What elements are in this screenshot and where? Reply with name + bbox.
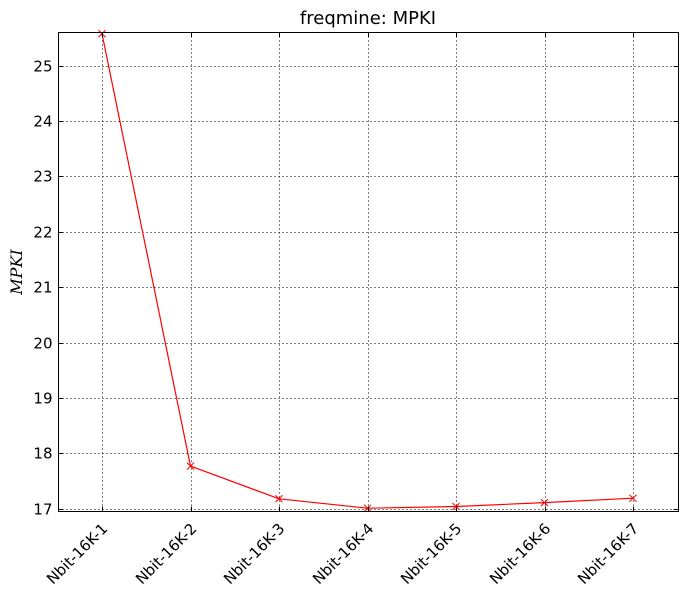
- data-point-marker: [540, 498, 549, 507]
- grid-lines: [58, 32, 679, 512]
- series-line: [101, 33, 634, 509]
- data-point-marker: [186, 462, 195, 470]
- data-point-marker: [275, 494, 283, 503]
- x-axis-ticks: Nbit-16K-1 Nbit-16K-2 Nbit-16K-3 Nbit-16K-4…: [43, 32, 642, 588]
- y-tick-label: 21: [33, 279, 52, 297]
- y-tick-label: 23: [33, 168, 52, 186]
- y-tick-label: 25: [33, 58, 52, 76]
- x-tick-label: Nbit-16K-3: [220, 520, 288, 588]
- data-point-marker: [363, 504, 372, 513]
- y-tick-label: 19: [33, 390, 52, 408]
- x-tick-label: Nbit-16K-6: [486, 520, 554, 588]
- y-tick-label: 20: [33, 335, 52, 353]
- x-tick-label: Nbit-16K-2: [132, 520, 200, 588]
- x-tick-label: Nbit-16K-1: [43, 520, 111, 588]
- x-tick-label: Nbit-16K-4: [309, 520, 377, 588]
- y-tick-label: 17: [33, 501, 52, 519]
- y-tick-label: 22: [33, 224, 52, 242]
- y-axis-ticks: 17 18 19 20 21 22 23 24 25: [33, 58, 679, 519]
- y-tick-label: 18: [33, 445, 52, 463]
- x-tick-label: Nbit-16K-5: [397, 520, 465, 588]
- plot-frame: [58, 32, 679, 512]
- x-tick-label: Nbit-16K-7: [574, 520, 642, 588]
- y-tick-label: 24: [33, 113, 52, 131]
- chart-title: freqmine: MPKI: [300, 8, 436, 29]
- y-axis-label: MPKI: [7, 249, 26, 296]
- data-point-marker: [629, 494, 637, 503]
- series-layer: [98, 29, 637, 513]
